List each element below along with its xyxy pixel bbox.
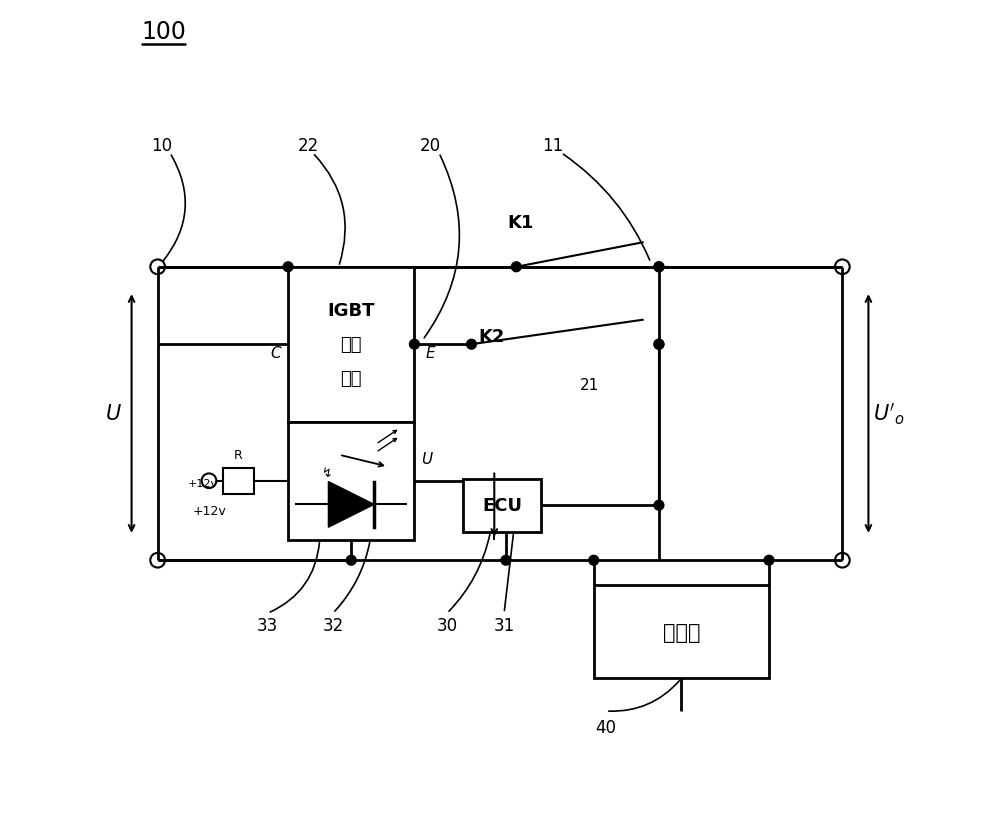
Text: K2: K2: [479, 328, 505, 345]
Circle shape: [654, 262, 664, 272]
Text: R: R: [234, 449, 243, 462]
Text: 控制器: 控制器: [663, 622, 700, 642]
Text: C: C: [271, 345, 281, 360]
Bar: [463, 479, 541, 532]
Circle shape: [467, 340, 476, 349]
Text: U: U: [421, 451, 432, 466]
Circle shape: [764, 556, 774, 566]
Text: 31: 31: [493, 617, 515, 635]
Text: 驱动: 驱动: [340, 336, 362, 354]
Text: 模块: 模块: [340, 370, 362, 388]
Bar: [288, 422, 414, 540]
Text: IGBT: IGBT: [327, 301, 375, 320]
Text: 10: 10: [151, 137, 172, 154]
Text: 20: 20: [420, 137, 441, 154]
Text: 30: 30: [436, 617, 458, 635]
Circle shape: [654, 262, 664, 272]
Circle shape: [654, 340, 664, 349]
Text: $\mathit{U'_o}$: $\mathit{U'_o}$: [873, 402, 905, 426]
Circle shape: [511, 262, 521, 272]
Text: +12v: +12v: [192, 504, 226, 517]
Circle shape: [501, 556, 511, 566]
Text: 33: 33: [257, 617, 278, 635]
Text: $\mathit{U}$: $\mathit{U}$: [105, 404, 122, 424]
Text: K1: K1: [507, 214, 534, 232]
Text: 11: 11: [542, 137, 564, 154]
Circle shape: [654, 340, 664, 349]
Bar: [223, 468, 254, 494]
Text: ↯: ↯: [322, 466, 332, 479]
Bar: [288, 267, 414, 422]
Text: ECU: ECU: [482, 497, 522, 514]
Text: E: E: [426, 345, 436, 360]
Circle shape: [410, 340, 419, 349]
Text: 32: 32: [322, 617, 344, 635]
Circle shape: [589, 556, 599, 566]
Circle shape: [346, 556, 356, 566]
Text: 100: 100: [141, 20, 186, 44]
Polygon shape: [328, 482, 374, 527]
Text: 21: 21: [580, 378, 599, 393]
Text: 22: 22: [298, 137, 319, 154]
Circle shape: [654, 501, 664, 511]
Text: +12v: +12v: [187, 479, 218, 489]
Text: 40: 40: [595, 719, 616, 736]
Bar: [594, 585, 769, 679]
Circle shape: [283, 262, 293, 272]
